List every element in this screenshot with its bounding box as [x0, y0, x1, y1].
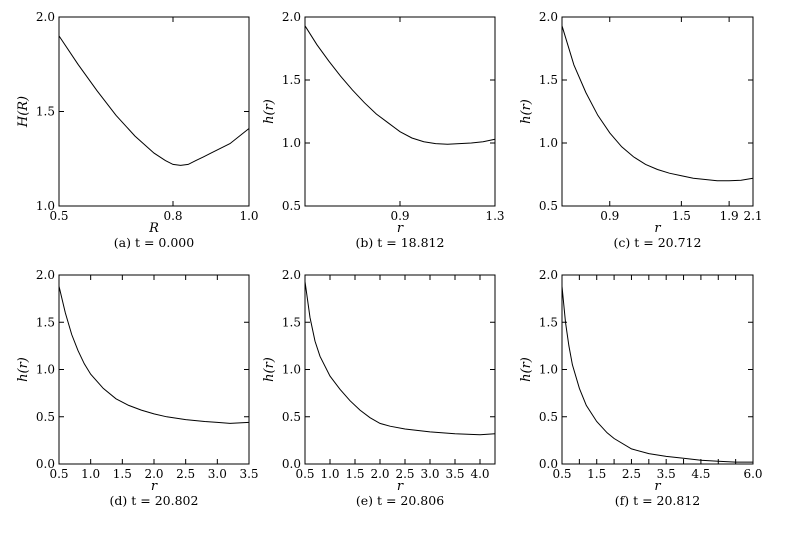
x-tick-label: 0.8 [163, 209, 182, 223]
panel-3: 0.9 1.5 1.9 2.1 0.5 1.0 1.5 2.0 r h(r) (c) t = 20.… [519, 10, 763, 250]
y-axis-label: h(r) [262, 357, 277, 382]
x-tick-label: 4.5 [691, 467, 710, 481]
x-tick-label: 0.5 [49, 209, 68, 223]
y-tick-label: 1.5 [282, 315, 301, 329]
panel-caption: (f) t = 20.812 [615, 493, 701, 508]
y-tick-label: 0.0 [539, 457, 558, 471]
y-tick-label: 1.0 [539, 363, 558, 377]
x-tick-label: 0.5 [49, 467, 68, 481]
y-tick-label: 1.0 [36, 363, 55, 377]
x-tick-label: 3.5 [445, 467, 464, 481]
y-tick-label: 1.0 [282, 136, 301, 150]
y-tick-label: 0.5 [282, 410, 301, 424]
plot-frame [561, 16, 754, 207]
y-tick-label: 0.5 [539, 410, 558, 424]
series-line [304, 25, 496, 145]
x-tick-label: 2.5 [622, 467, 641, 481]
x-tick-label: 6.0 [743, 467, 762, 481]
x-tick-label: 2.5 [176, 467, 195, 481]
y-tick-label: 0.5 [539, 199, 558, 213]
y-tick-label: 2.0 [36, 268, 55, 282]
x-axis-label: r [654, 221, 661, 236]
y-tick-label: 0.5 [36, 410, 55, 424]
x-tick-label: 1.3 [485, 209, 504, 223]
y-axis-label: h(r) [262, 99, 277, 124]
x-tick-label: 2.5 [395, 467, 414, 481]
y-tick-label: 1.5 [36, 105, 55, 119]
series-line [561, 286, 753, 463]
series-line [58, 286, 250, 424]
series-line [58, 35, 250, 166]
y-tick-label: 1.0 [539, 136, 558, 150]
y-axis-label: H(R) [16, 96, 31, 128]
y-tick-label: 2.0 [36, 10, 55, 24]
panel-caption: (a) t = 0.000 [114, 235, 194, 250]
y-tick-label: 1.5 [539, 73, 558, 87]
x-tick-label: 1.0 [320, 467, 339, 481]
x-tick-label: 3.0 [208, 467, 227, 481]
x-axis-label: r [654, 479, 661, 494]
plot-frame [304, 16, 496, 207]
plot-frame [561, 274, 754, 465]
y-tick-label: 1.0 [36, 199, 55, 213]
x-tick-label: 1.0 [81, 467, 100, 481]
panel-4: 0.5 1.0 1.5 2.0 2.5 3.0 3.50.00.51.01.52.0rh(r… [16, 268, 259, 508]
x-tick-label: 2.1 [743, 209, 762, 223]
y-tick-label: 1.5 [539, 315, 558, 329]
series-line [561, 25, 754, 182]
panel-1: 0.5 0.8 1.0 1.0 1.5 2.0 R H(R) (a) t = 0.000 [16, 10, 259, 250]
x-tick-label: 3.5 [239, 467, 258, 481]
x-tick-label: 2.0 [144, 467, 163, 481]
y-tick-label: 0.0 [36, 457, 55, 471]
x-axis-label: R [148, 221, 159, 236]
y-tick-label: 1.0 [282, 363, 301, 377]
x-tick-label: 3.0 [420, 467, 439, 481]
x-tick-label: 1.5 [345, 467, 364, 481]
series-line [304, 281, 496, 436]
panel-caption: (c) t = 20.712 [614, 235, 702, 250]
y-tick-label: 2.0 [539, 268, 558, 282]
x-tick-label: 0.5 [552, 467, 571, 481]
x-tick-label: 1.5 [672, 209, 691, 223]
x-tick-label: 0.5 [295, 467, 314, 481]
panel-caption: (d) t = 20.802 [110, 493, 199, 508]
x-axis-label: r [151, 479, 158, 494]
x-tick-label: 0.9 [390, 209, 409, 223]
x-axis-label: r [397, 221, 404, 236]
x-tick-label: 1.9 [720, 209, 739, 223]
y-tick-label: 1.5 [282, 73, 301, 87]
panel-caption: (b) t = 18.812 [356, 235, 445, 250]
x-tick-label: 1.0 [239, 209, 258, 223]
y-tick-label: 2.0 [539, 10, 558, 24]
y-tick-label: 0.0 [282, 457, 301, 471]
x-tick-label: 1.5 [113, 467, 132, 481]
x-axis-label: r [397, 479, 404, 494]
x-tick-label: 3.5 [657, 467, 676, 481]
y-axis-label: h(r) [519, 357, 534, 382]
x-tick-label: 0.9 [600, 209, 619, 223]
panel-6: 0.5 1.5 2.5 3.5 4.5 6.00.00.51.01.52.0rh(r)(f… [519, 268, 763, 508]
y-axis-label: h(r) [16, 357, 31, 382]
y-tick-label: 2.0 [282, 10, 301, 24]
y-tick-label: 2.0 [282, 268, 301, 282]
x-tick-label: 4.0 [470, 467, 489, 481]
y-tick-label: 0.5 [282, 199, 301, 213]
panel-caption: (e) t = 20.806 [356, 493, 444, 508]
panel-2: 0.9 1.3 0.5 1.0 1.5 2.0 r h(r) (b) t = 18.812 [262, 10, 505, 250]
plot-frame [304, 274, 496, 465]
panel-5: 0.5 1.0 1.5 2.0 2.5 3.0 3.5 4.00.00.51.01.52.0r… [262, 268, 496, 508]
plot-frame [58, 16, 250, 207]
x-tick-label: 1.5 [587, 467, 606, 481]
y-axis-label: h(r) [519, 99, 534, 124]
x-tick-label: 2.0 [370, 467, 389, 481]
y-tick-label: 1.5 [36, 315, 55, 329]
